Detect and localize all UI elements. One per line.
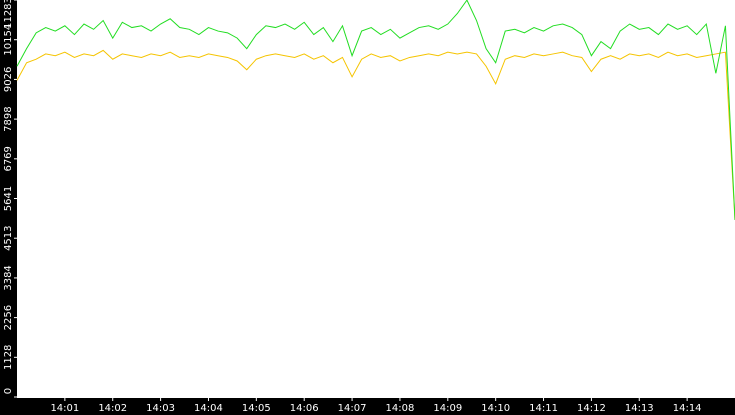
y-tick-label: 3384 bbox=[3, 265, 14, 290]
x-tick-label: 14:04 bbox=[194, 403, 223, 414]
x-axis-band bbox=[0, 398, 735, 415]
x-tick-label: 14:11 bbox=[529, 403, 558, 414]
x-tick-label: 14:01 bbox=[50, 403, 79, 414]
y-tick-label: 7898 bbox=[3, 106, 14, 131]
series-line bbox=[16, 49, 735, 221]
y-tick-label: 4513 bbox=[3, 225, 14, 250]
x-tick-label: 14:10 bbox=[481, 403, 510, 414]
x-tick-label: 14:12 bbox=[577, 403, 606, 414]
y-tick-label: 6769 bbox=[3, 146, 14, 171]
x-tick-label: 14:06 bbox=[290, 403, 319, 414]
x-tick-label: 14:08 bbox=[386, 403, 415, 414]
series-line bbox=[16, 0, 735, 221]
y-tick-label: 5641 bbox=[3, 186, 14, 211]
x-tick-label: 14:02 bbox=[98, 403, 127, 414]
y-axis-band bbox=[0, 0, 17, 415]
x-tick-label: 14:05 bbox=[242, 403, 271, 414]
y-tick-label: 0 bbox=[3, 388, 14, 394]
y-tick-label: 11283 bbox=[3, 0, 14, 29]
x-tick-label: 14:07 bbox=[338, 403, 367, 414]
y-tick-label: 9026 bbox=[3, 67, 14, 92]
x-tick-label: 14:03 bbox=[146, 403, 175, 414]
x-tick-label: 14:09 bbox=[433, 403, 462, 414]
y-tick-label: 10154 bbox=[3, 24, 14, 56]
x-tick-label: 14:14 bbox=[673, 403, 702, 414]
x-tick-label: 14:13 bbox=[625, 403, 654, 414]
y-tick-label: 1128 bbox=[3, 345, 14, 370]
y-tick-label: 2256 bbox=[3, 305, 14, 330]
